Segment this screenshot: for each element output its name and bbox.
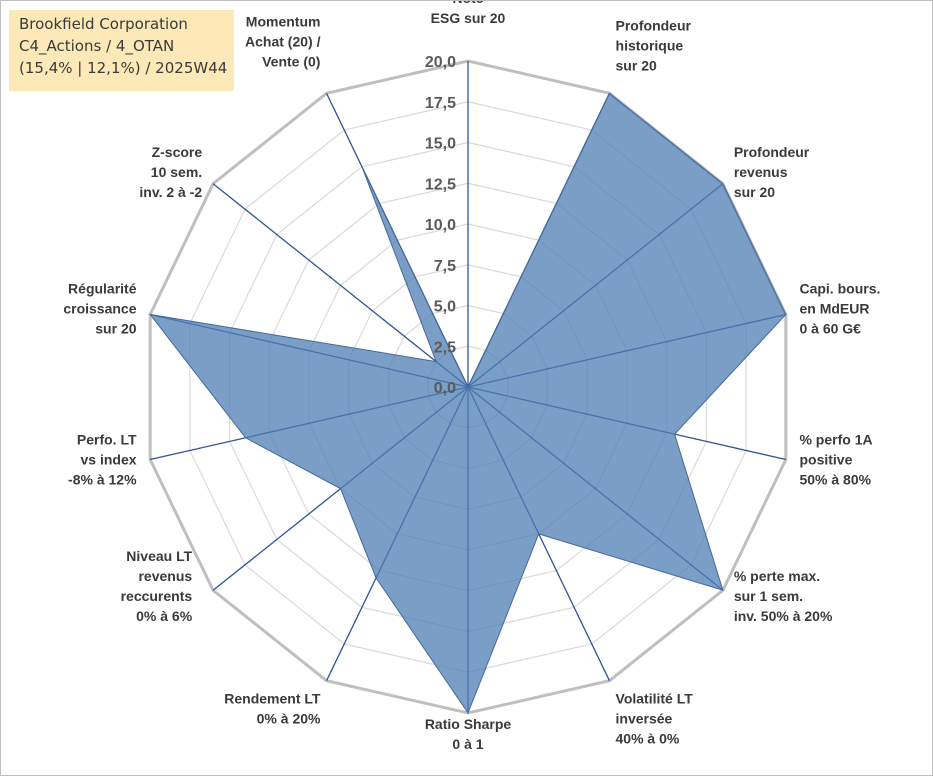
axis-label-10: Perfo. LT vs index -8% à 12% [68, 432, 137, 488]
axis-label-13-line-2: Vente (0) [262, 54, 320, 70]
axis-label-4: % perfo 1A positive 50% à 80% [799, 432, 872, 488]
axis-label-10-line-2: -8% à 12% [68, 472, 137, 488]
axis-label-8-line-0: Rendement LT [224, 690, 321, 706]
axis-label-6-line-0: Volatilité LT [616, 690, 694, 706]
axis-label-1: Profondeur historique sur 20 [616, 18, 692, 74]
axis-label-3: Capi. bours. en MdEUR 0 à 60 G€ [799, 280, 880, 336]
axis-label-5: % perte max. sur 1 sem. inv. 50% à 20% [734, 568, 833, 624]
tick-label-1: 2,5 [434, 339, 456, 356]
axis-label-13-line-0: Momentum [246, 14, 321, 30]
axis-label-2-line-1: revenus [734, 164, 788, 180]
axis-label-12: Z-score 10 sem. inv. 2 à -2 [139, 144, 202, 200]
axis-label-9-line-1: revenus [138, 568, 192, 584]
axis-label-5-line-2: inv. 50% à 20% [734, 608, 833, 624]
axis-label-7-line-1: 0 à 1 [452, 736, 483, 752]
tick-label-0: 0,0 [434, 380, 456, 397]
axis-label-4-line-2: 50% à 80% [799, 472, 871, 488]
axis-label-8-line-1: 0% à 20% [257, 710, 321, 726]
axis-label-3-line-2: 0 à 60 G€ [799, 320, 861, 336]
axis-label-6: Volatilité LT inversée 40% à 0% [616, 690, 694, 746]
axis-label-12-line-2: inv. 2 à -2 [139, 184, 202, 200]
axis-label-8: Rendement LT 0% à 20% [224, 690, 321, 726]
axis-label-0: Note ESG sur 20 [431, 1, 506, 26]
axis-label-11: Régularité croissance sur 20 [63, 280, 136, 336]
axis-label-7-line-0: Ratio Sharpe [425, 716, 512, 732]
axis-label-9-line-3: 0% à 6% [136, 608, 193, 624]
chart-title-box: Brookfield Corporation C4_Actions / 4_OT… [9, 10, 234, 91]
axis-label-9-line-0: Niveau LT [126, 548, 192, 564]
company-name: Brookfield Corporation [19, 13, 234, 35]
axis-label-2: Profondeur revenus sur 20 [734, 144, 810, 200]
axis-label-11-line-2: sur 20 [95, 320, 136, 336]
tick-label-2: 5,0 [434, 299, 456, 316]
axis-label-12-line-1: 10 sem. [151, 164, 202, 180]
axis-label-9: Niveau LT revenus reccurents 0% à 6% [121, 548, 193, 624]
tick-label-5: 12,5 [425, 176, 456, 193]
tick-label-7: 17,5 [425, 95, 456, 112]
axis-label-10-line-1: vs index [80, 452, 136, 468]
portfolio-category: C4_Actions / 4_OTAN [19, 35, 234, 57]
axis-label-12-line-0: Z-score [152, 144, 203, 160]
axis-label-7: Ratio Sharpe 0 à 1 [425, 716, 512, 752]
axis-label-13-line-1: Achat (20) / [245, 34, 321, 50]
axis-label-5-line-0: % perte max. [734, 568, 820, 584]
tick-label-3: 7,5 [434, 258, 456, 275]
axis-label-11-line-1: croissance [63, 300, 136, 316]
axis-label-1-line-2: sur 20 [616, 58, 657, 74]
axis-label-6-line-2: 40% à 0% [616, 730, 680, 746]
axis-label-0-line-0: Note [452, 1, 483, 6]
axis-label-3-line-0: Capi. bours. [799, 280, 880, 296]
axis-label-4-line-0: % perfo 1A [799, 432, 872, 448]
axis-label-13: Momentum Achat (20) / Vente (0) [245, 14, 321, 70]
axis-label-10-line-0: Perfo. LT [77, 432, 137, 448]
tick-label-4: 10,0 [425, 217, 456, 234]
axis-label-1-line-0: Profondeur [616, 18, 692, 34]
axis-label-2-line-0: Profondeur [734, 144, 810, 160]
tick-label-8: 20,0 [425, 54, 456, 71]
tick-label-6: 15,0 [425, 136, 456, 153]
axis-label-0-line-1: ESG sur 20 [431, 10, 506, 26]
axis-label-4-line-1: positive [799, 452, 852, 468]
axis-label-2-line-2: sur 20 [734, 184, 775, 200]
axis-label-5-line-1: sur 1 sem. [734, 588, 803, 604]
axis-label-11-line-0: Régularité [68, 280, 137, 296]
performance-week: (15,4% | 12,1%) / 2025W44 [19, 57, 234, 79]
axis-label-9-line-2: reccurents [121, 588, 193, 604]
axis-label-6-line-1: inversée [616, 710, 673, 726]
axis-label-3-line-1: en MdEUR [799, 300, 869, 316]
axis-label-1-line-1: historique [616, 38, 684, 54]
